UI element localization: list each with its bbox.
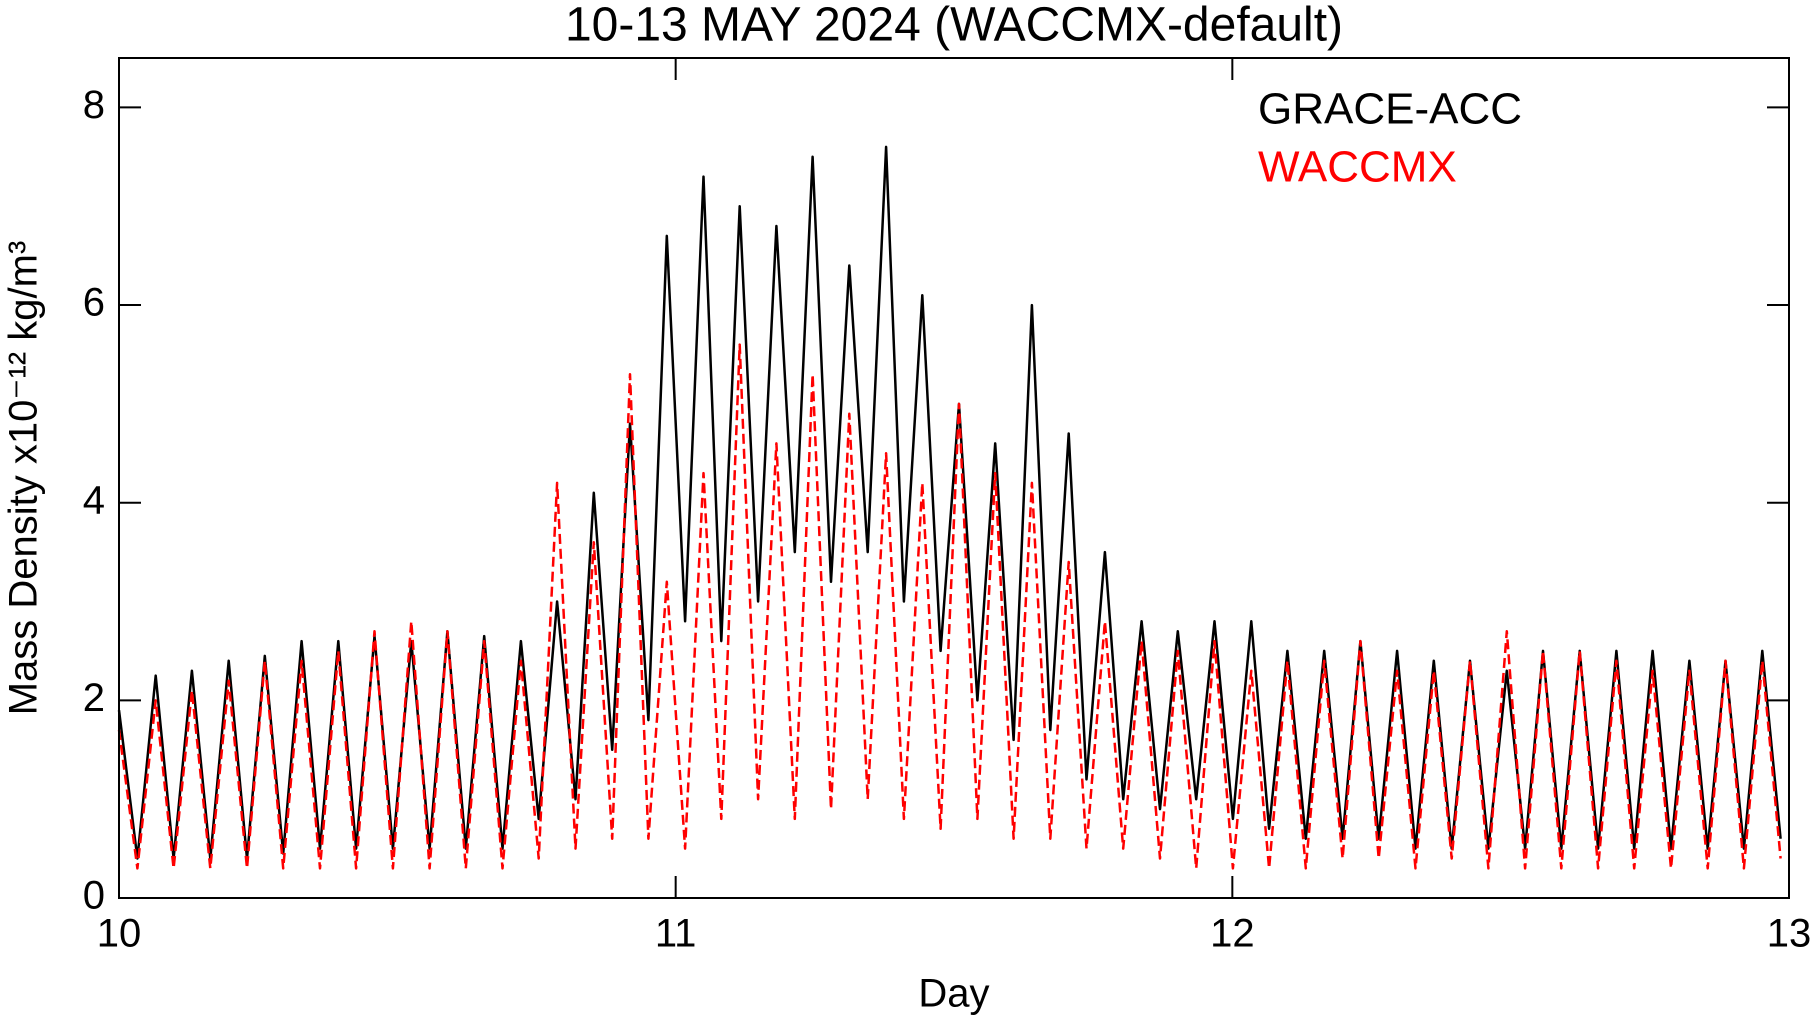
x-tick-label: 13 <box>1767 912 1812 956</box>
plot-frame <box>118 57 1790 899</box>
x-axis-label: Day <box>918 972 989 1016</box>
x-tick-label: 11 <box>655 912 697 956</box>
y-tick-label: 4 <box>83 478 105 522</box>
legend-entry: GRACE-ACC <box>1258 85 1522 134</box>
y-tick-label: 0 <box>83 874 105 918</box>
x-tick-label: 12 <box>1210 912 1255 956</box>
data-line <box>117 343 1782 870</box>
data-line <box>117 145 1782 860</box>
y-tick-label: 8 <box>83 83 105 127</box>
y-tick-label: 2 <box>83 676 105 720</box>
x-tick-label: 10 <box>97 912 142 956</box>
legend-entry: WACCMX <box>1258 143 1457 192</box>
y-axis-label: Mass Density x10⁻¹² kg/m³ <box>2 241 46 716</box>
y-tick-label: 6 <box>83 281 105 325</box>
chart-title: 10-13 MAY 2024 (WACCMX-default) <box>565 0 1343 52</box>
